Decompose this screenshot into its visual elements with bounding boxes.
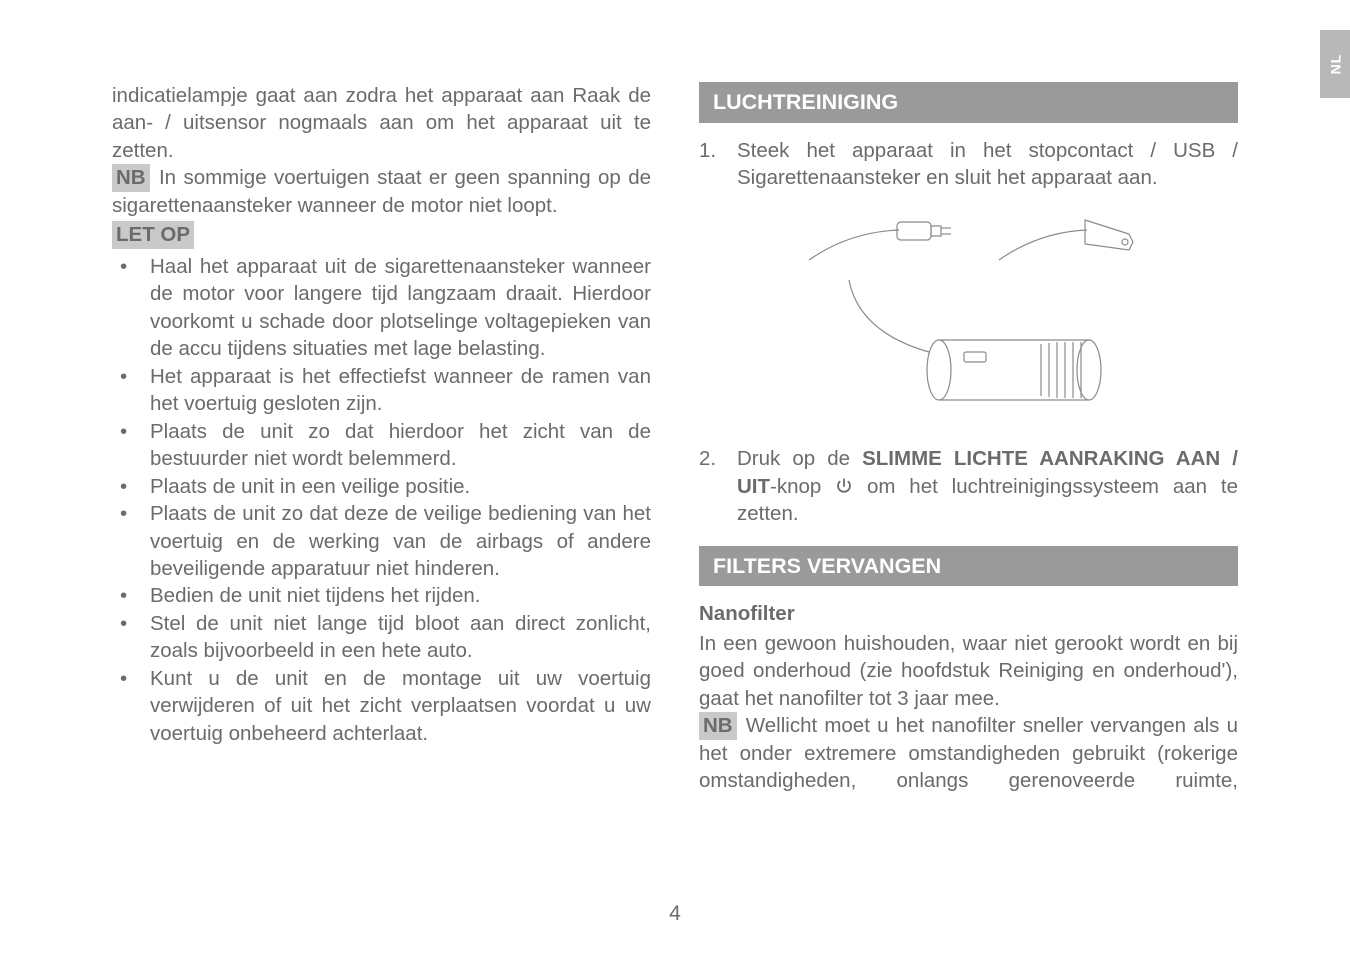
page-content: indicatielampje gaat aan zodra het appar… (112, 82, 1238, 872)
language-tab: NL (1320, 30, 1350, 98)
page-number: 4 (0, 902, 1350, 926)
power-icon (835, 477, 853, 495)
intro-paragraph: indicatielampje gaat aan zodra het appar… (112, 82, 651, 164)
section-header-filters: FILTERS VERVANGEN (699, 546, 1238, 587)
step2-mid: -knop (770, 475, 835, 498)
list-item: Kunt u de unit en de montage uit uw voer… (112, 665, 651, 747)
list-item: Haal het apparaat uit de sigarettenaanst… (112, 253, 651, 363)
product-figure (699, 202, 1238, 427)
step-item: Steek het apparaat in het stopcontact / … (699, 137, 1238, 192)
nb2-paragraph: NB Wellicht moet u het nanofilter snelle… (699, 712, 1238, 794)
list-item: Plaats de unit zo dat hierdoor het zicht… (112, 418, 651, 473)
list-item: Het apparaat is het effectiefst wanneer … (112, 363, 651, 418)
nb-paragraph: NB In sommige voertuigen staat er geen s… (112, 164, 651, 219)
step-item: Druk op de SLIMME LICHTE AANRAKING AAN /… (699, 445, 1238, 527)
nb-badge: NB (112, 164, 150, 191)
section-header-luchtreiniging: LUCHTREINIGING (699, 82, 1238, 123)
nb2-badge: NB (699, 712, 737, 739)
device-illustration-icon (789, 202, 1149, 420)
list-item: Plaats de unit in een veilige positie. (112, 473, 651, 500)
caution-list: Haal het apparaat uit de sigarettenaanst… (112, 253, 651, 747)
list-item: Bedien de unit niet tijdens het rijden. (112, 582, 651, 609)
nb-text: In sommige voertuigen staat er geen span… (112, 166, 651, 216)
steps-list-2: Druk op de SLIMME LICHTE AANRAKING AAN /… (699, 445, 1238, 527)
letop-badge: LET OP (112, 221, 194, 248)
right-column: LUCHTREINIGING Steek het apparaat in het… (699, 82, 1238, 872)
list-item: Plaats de unit zo dat deze de veilige be… (112, 500, 651, 582)
step2-pre: Druk op de (737, 447, 862, 470)
nanofilter-heading: Nanofilter (699, 600, 1238, 627)
list-item: Stel de unit niet lange tijd bloot aan d… (112, 610, 651, 665)
left-column: indicatielampje gaat aan zodra het appar… (112, 82, 651, 872)
nanofilter-paragraph: In een gewoon huishouden, waar niet gero… (699, 630, 1238, 712)
nb2-text: Wellicht moet u het nanofilter sneller v… (699, 714, 1238, 792)
steps-list-1: Steek het apparaat in het stopcontact / … (699, 137, 1238, 192)
language-tab-label: NL (1327, 54, 1343, 75)
